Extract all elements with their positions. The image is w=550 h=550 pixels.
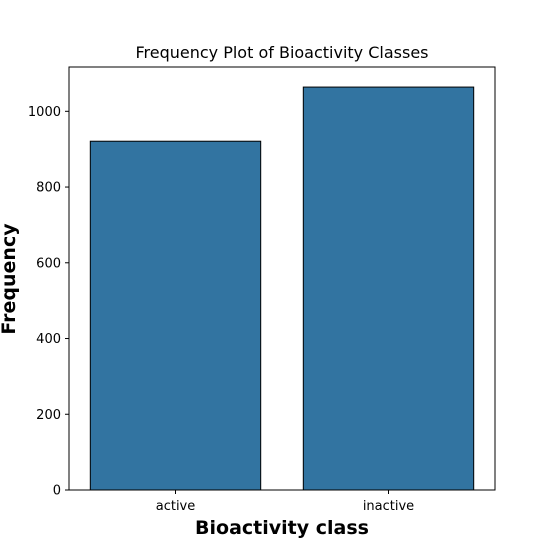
bar-active <box>89 140 262 491</box>
axes-frame <box>68 66 496 491</box>
x-axis-label: Bioactivity class <box>195 517 369 539</box>
y-tick-label: 600 <box>36 256 61 271</box>
plot-area: active inactive 0 200 400 600 800 1000 <box>28 66 496 514</box>
y-tick-label: 200 <box>36 408 61 423</box>
x-tick-label-active: active <box>156 499 196 514</box>
y-tick-label: 1000 <box>28 105 61 120</box>
y-tick-label: 400 <box>36 332 61 347</box>
y-tick-label: 800 <box>36 181 61 196</box>
bar-inactive <box>302 86 475 491</box>
y-axis-label: Frequency <box>0 223 20 335</box>
y-tick-label: 0 <box>53 484 61 499</box>
x-tick-label-inactive: inactive <box>363 499 414 514</box>
chart-title: Frequency Plot of Bioactivity Classes <box>135 43 428 62</box>
